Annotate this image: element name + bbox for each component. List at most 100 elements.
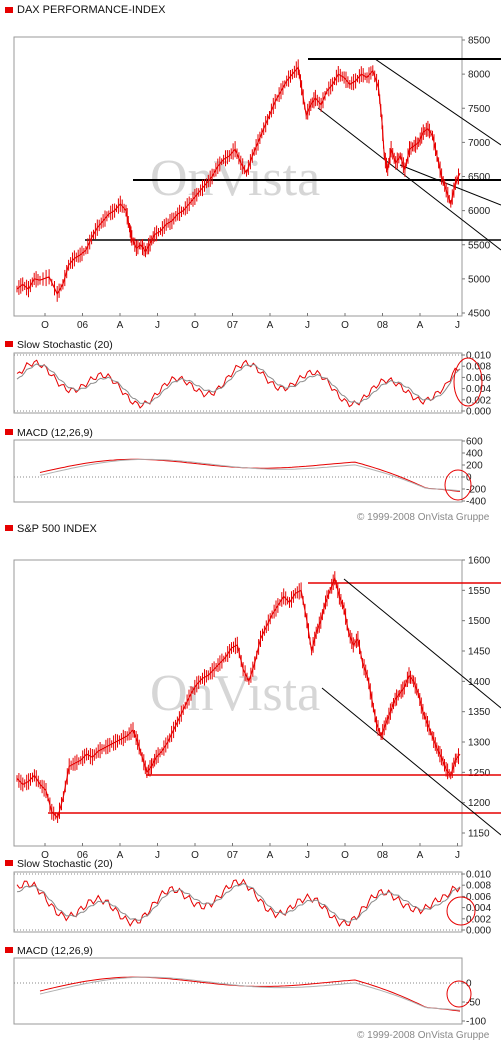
signal-line xyxy=(39,458,461,492)
highlight-circle xyxy=(453,357,483,407)
x-tick-label: 08 xyxy=(377,320,389,331)
legend-swatch xyxy=(5,860,13,866)
sp500-panel: S&P 500 INDEX OnVista 1600 1550 1500 1450 14… xyxy=(5,523,501,861)
stoch-panel: Slow Stochastic (20) 0.0100.0080.0060.00… xyxy=(5,339,491,418)
plot-frame xyxy=(13,957,463,1025)
signal-line xyxy=(39,976,461,1011)
y-tick-label: 0.010 xyxy=(466,351,491,362)
y-axis: 0 -50 -100 xyxy=(462,979,486,1028)
macd-panel: MACD (12,26,9) 0 -50 -100 xyxy=(5,945,486,1028)
x-tick-label: O xyxy=(341,320,349,331)
y-axis: 1600 1550 1500 1450 1400 1350 1300 1250 1200 1150 xyxy=(462,556,491,840)
y-tick-label: 8500 xyxy=(468,36,491,47)
trend-line xyxy=(399,164,501,206)
y-tick-label: 0.010 xyxy=(466,870,491,881)
highlight-circle xyxy=(446,896,476,926)
trend-line xyxy=(321,687,501,836)
y-tick-label: 1550 xyxy=(468,586,491,597)
y-tick-label: -400 xyxy=(466,497,486,508)
panel-title: S&P 500 INDEX xyxy=(17,523,98,535)
x-tick-label: 08 xyxy=(377,850,389,861)
y-tick-label: -50 xyxy=(466,998,481,1009)
stoch-k-line xyxy=(16,878,461,928)
y-tick-label: 1400 xyxy=(468,677,491,688)
y-tick-label: 1350 xyxy=(468,707,491,718)
x-tick-label: J xyxy=(455,850,460,861)
watermark: OnVista xyxy=(150,150,320,207)
x-tick-label: O xyxy=(191,850,199,861)
copyright: © 1999-2008 OnVista Gruppe xyxy=(357,1030,490,1041)
x-tick-label: A xyxy=(267,850,274,861)
x-tick-label: J xyxy=(305,320,310,331)
y-tick-label: 1150 xyxy=(468,829,490,840)
x-axis: O 06 A J O 07 A J O 08 A J xyxy=(41,843,460,861)
x-tick-label: O xyxy=(41,320,49,331)
price-series xyxy=(16,59,461,302)
legend-swatch xyxy=(5,341,13,347)
y-tick-label: 1600 xyxy=(468,556,491,567)
y-tick-label: -200 xyxy=(466,485,486,496)
y-tick-label: 0.008 xyxy=(466,881,491,892)
y-tick-label: 0.004 xyxy=(466,903,491,914)
x-tick-label: A xyxy=(117,850,124,861)
y-tick-label: 8000 xyxy=(468,70,491,81)
panel-title: MACD (12,26,9) xyxy=(17,427,93,439)
trend-line xyxy=(343,578,501,709)
legend-swatch xyxy=(5,947,13,953)
plot-frame xyxy=(13,871,463,933)
panel-title: MACD (12,26,9) xyxy=(17,945,93,957)
trend-line xyxy=(317,107,501,251)
dax-panel: DAX PERFORMANCE-INDEX OnVista 8500 8000 75… xyxy=(5,4,501,331)
price-series xyxy=(16,571,461,823)
y-axis: 8500 8000 7500 7000 6500 6000 5500 5000 4500 xyxy=(462,36,491,320)
panel-title: Slow Stochastic (20) xyxy=(17,339,113,351)
x-tick-label: 06 xyxy=(77,850,89,861)
y-tick-label: 6500 xyxy=(468,172,491,183)
y-tick-label: 5000 xyxy=(468,274,491,285)
x-tick-label: J xyxy=(455,320,460,331)
x-tick-label: O xyxy=(191,320,199,331)
legend-swatch xyxy=(5,7,13,13)
y-tick-label: 0.000 xyxy=(466,926,491,937)
support-lines xyxy=(48,578,501,836)
highlight-circle xyxy=(446,980,472,1008)
plot-frame xyxy=(13,559,463,847)
x-tick-label: 07 xyxy=(227,850,239,861)
panel-title: DAX PERFORMANCE-INDEX xyxy=(17,4,166,16)
stoch-d-line xyxy=(16,882,461,923)
y-tick-label: -100 xyxy=(466,1017,486,1028)
y-tick-label: 1250 xyxy=(468,768,491,779)
x-tick-label: A xyxy=(267,320,274,331)
y-tick-label: 600 xyxy=(466,437,483,448)
x-tick-label: A xyxy=(117,320,124,331)
x-tick-label: J xyxy=(155,850,160,861)
x-tick-label: 07 xyxy=(227,320,239,331)
y-tick-label: 1500 xyxy=(468,616,491,627)
y-tick-label: 0.006 xyxy=(466,892,491,903)
y-tick-label: 7500 xyxy=(468,104,491,115)
y-tick-label: 1450 xyxy=(468,647,491,658)
y-tick-label: 5500 xyxy=(468,240,491,251)
y-tick-label: 6000 xyxy=(468,206,491,217)
legend-swatch xyxy=(5,429,13,435)
y-tick-label: 4500 xyxy=(468,309,491,320)
highlight-circle xyxy=(444,469,472,501)
stoch-d-line xyxy=(16,363,461,405)
x-tick-label: J xyxy=(305,850,310,861)
x-tick-label: A xyxy=(417,320,424,331)
y-tick-label: 200 xyxy=(466,461,483,472)
copyright: © 1999-2008 OnVista Gruppe xyxy=(357,512,490,523)
x-tick-label: O xyxy=(341,850,349,861)
trend-line xyxy=(374,58,501,146)
y-tick-label: 0 xyxy=(466,979,472,990)
watermark: OnVista xyxy=(150,665,320,722)
y-tick-label: 0.004 xyxy=(466,384,491,395)
stoch-panel: Slow Stochastic (20) 0.0100.0080.0060.00… xyxy=(5,858,491,937)
y-tick-label: 0.002 xyxy=(466,395,491,406)
legend-swatch xyxy=(5,525,13,531)
y-tick-label: 0.000 xyxy=(466,407,491,418)
